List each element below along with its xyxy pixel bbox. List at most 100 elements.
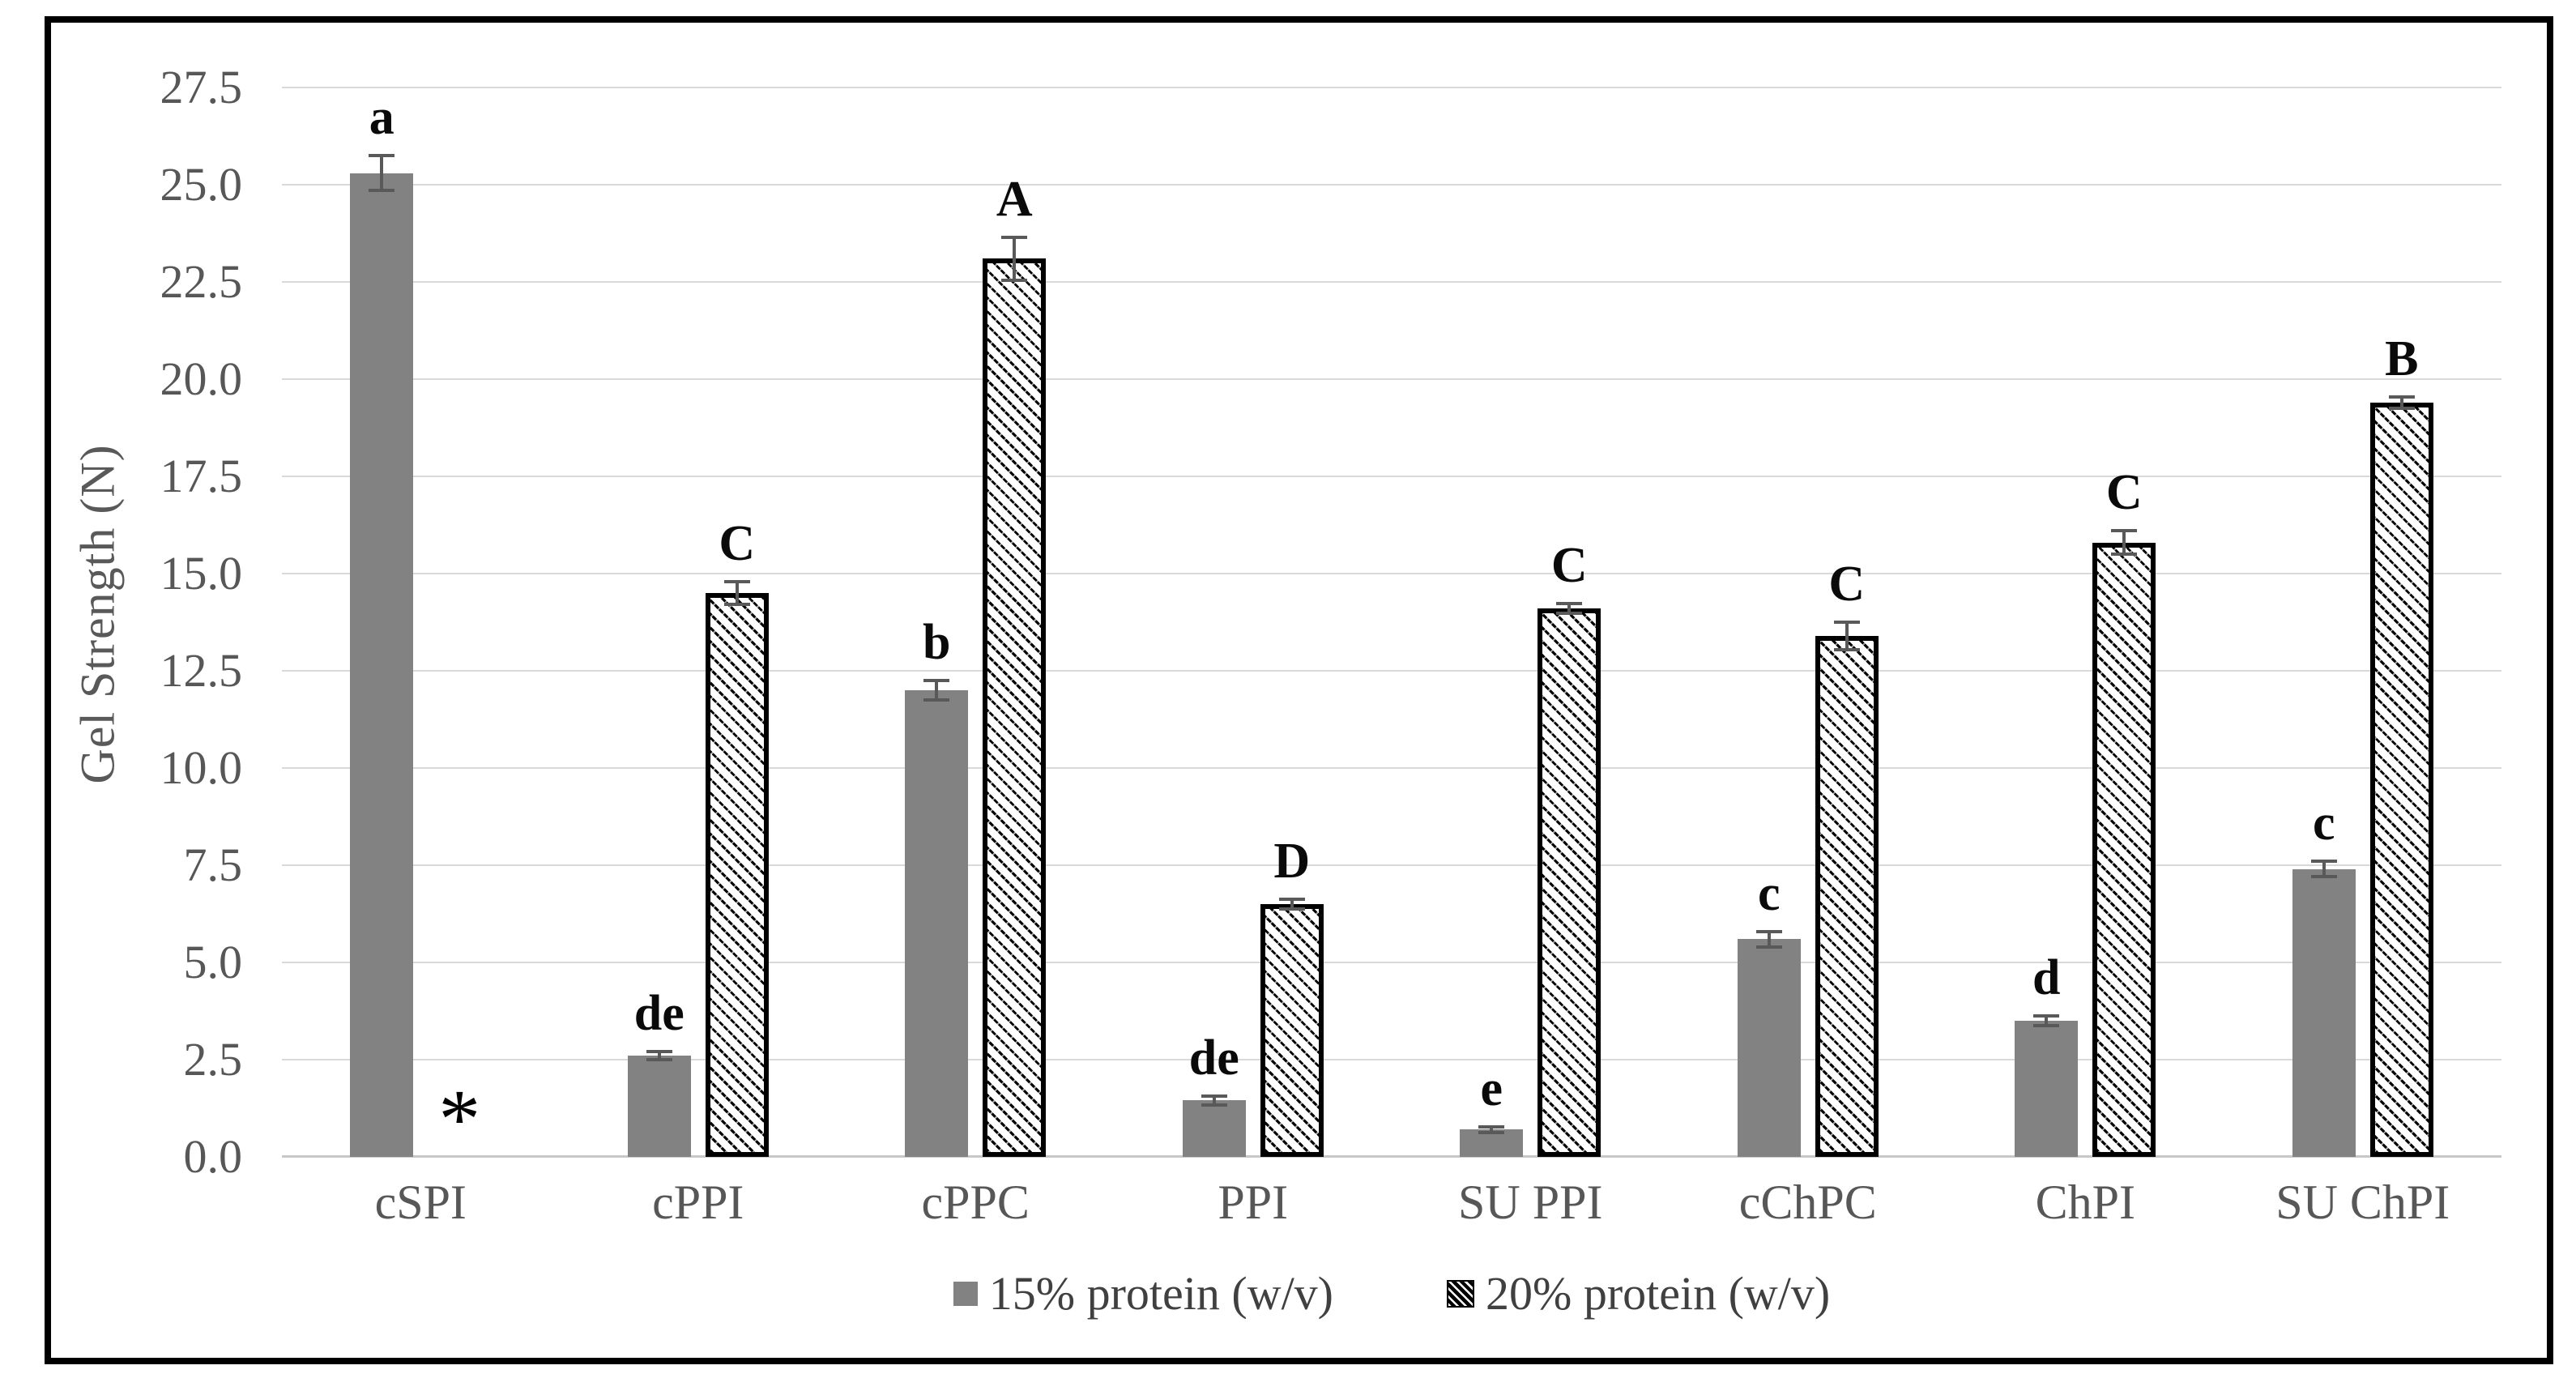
bar-15pct-protein <box>905 690 969 1157</box>
legend-label: 15% protein (w/v) <box>988 1267 1333 1320</box>
error-bar-cap <box>723 603 750 607</box>
error-bar-line <box>1845 622 1849 650</box>
significance-label: A <box>996 171 1033 227</box>
error-bar-line <box>1567 604 1572 613</box>
error-bar-line <box>1290 899 1294 909</box>
y-tick-label: 7.5 <box>183 838 243 891</box>
y-tick-label: 27.5 <box>160 61 243 113</box>
y-axis-ticks: 27.5 25.0 22.5 20.0 17.5 15.0 12.5 10.0 7.5 5.0 2.… <box>51 61 254 1183</box>
bar-15pct-protein <box>1182 1100 1246 1157</box>
error-bar-cap <box>1755 945 1782 949</box>
error-bar-cap <box>369 189 395 193</box>
gridline <box>282 1059 2501 1060</box>
significance-label: C <box>719 515 756 571</box>
error-bar-cap <box>923 698 950 702</box>
error-bar <box>1278 898 1305 911</box>
gridline <box>282 378 2501 380</box>
error-bar <box>369 154 395 193</box>
error-bar-cap <box>2033 1023 2060 1027</box>
gridline <box>282 87 2501 88</box>
error-bar-line <box>1013 237 1017 280</box>
significance-label: C <box>1828 557 1866 612</box>
error-bar-cap <box>1755 929 1782 933</box>
error-bar-cap <box>369 154 395 158</box>
error-bar <box>1755 929 1782 949</box>
y-tick-label: 15.0 <box>160 547 243 599</box>
bar-20pct-protein <box>1537 608 1601 1157</box>
legend-item: 20% protein (w/v) <box>1447 1266 1830 1321</box>
significance-label: C <box>1550 538 1588 594</box>
category-group: a * <box>282 87 560 1166</box>
significance-label: a <box>369 90 395 145</box>
x-category-label: cChPC <box>1738 1176 1877 1229</box>
bar-20pct-protein <box>2369 402 2433 1157</box>
error-bar-line <box>2399 396 2403 408</box>
gridline <box>282 281 2501 283</box>
gridline <box>282 476 2501 477</box>
error-bar-cap <box>923 679 950 682</box>
bar-15pct-protein <box>1737 939 1801 1157</box>
no-gel-asterisk: * <box>438 1072 481 1166</box>
error-bar-line <box>2122 531 2126 554</box>
error-bar-cap <box>2111 529 2138 533</box>
gridline <box>282 864 2501 866</box>
error-bar <box>646 1050 672 1061</box>
y-tick-label: 0.0 <box>183 1130 243 1183</box>
x-axis-labels: cSPI cPPI cPPC PPI SU PPI cChPC ChPI SU ChPI <box>282 1175 2501 1231</box>
figure-frame: Gel Strength (N) 27.5 25.0 22.5 20.0 17.5 15.… <box>45 16 2553 1364</box>
error-bar-cap <box>2388 395 2415 399</box>
legend-marker-solid <box>953 1281 978 1306</box>
y-tick-label: 2.5 <box>183 1033 243 1086</box>
x-category-label: PPI <box>1218 1176 1289 1229</box>
legend-label: 20% protein (w/v) <box>1486 1267 1831 1320</box>
y-tick-label: 12.5 <box>160 644 243 697</box>
error-bar-cap <box>1556 602 1583 606</box>
bar-15pct-protein <box>2015 1021 2079 1157</box>
error-bar <box>1556 602 1583 615</box>
error-bar-cap <box>646 1058 672 1061</box>
error-bar <box>2111 529 2138 556</box>
significance-label: d <box>2032 950 2061 1006</box>
significance-label: de <box>633 986 685 1042</box>
significance-label: de <box>1188 1030 1239 1086</box>
error-bar-cap <box>2033 1014 2060 1018</box>
gridline <box>282 962 2501 963</box>
error-bar-cap <box>1833 621 1860 625</box>
error-bar <box>923 679 950 702</box>
significance-label: D <box>1273 834 1311 890</box>
error-bar-line <box>657 1052 661 1060</box>
x-category-label: cPPI <box>652 1176 744 1229</box>
gridline <box>282 573 2501 574</box>
x-axis-line <box>282 1155 2501 1158</box>
bar-15pct-protein <box>2292 868 2356 1157</box>
x-category-label: ChPI <box>2035 1176 2135 1229</box>
category-group: de C <box>560 87 838 1157</box>
error-bar <box>1478 1125 1505 1134</box>
bar-15pct-protein <box>350 173 414 1157</box>
error-bar-cap <box>723 579 750 583</box>
bar-20pct-protein <box>983 258 1047 1157</box>
bar-20pct-protein <box>705 593 769 1157</box>
error-bar <box>2388 395 2415 410</box>
x-category-label: SU PPI <box>1458 1176 1603 1229</box>
bar-20pct-protein <box>2092 542 2156 1157</box>
error-bar-line <box>735 581 739 605</box>
error-bar-cap <box>1278 907 1305 911</box>
error-bar-line <box>1767 931 1771 947</box>
error-bar-cap <box>646 1050 672 1054</box>
bar-20pct-protein <box>1260 904 1324 1157</box>
y-tick-label: 5.0 <box>183 936 243 988</box>
error-bar-cap <box>1478 1130 1505 1134</box>
error-bar-line <box>2322 861 2326 877</box>
error-bar-cap <box>1278 898 1305 902</box>
bar-20pct-protein <box>1815 635 1879 1157</box>
significance-label: c <box>2312 796 2335 851</box>
y-tick-label: 22.5 <box>160 255 243 308</box>
error-bar-line <box>1212 1095 1216 1106</box>
gridline <box>282 767 2501 769</box>
bar-15pct-protein <box>1460 1129 1524 1157</box>
